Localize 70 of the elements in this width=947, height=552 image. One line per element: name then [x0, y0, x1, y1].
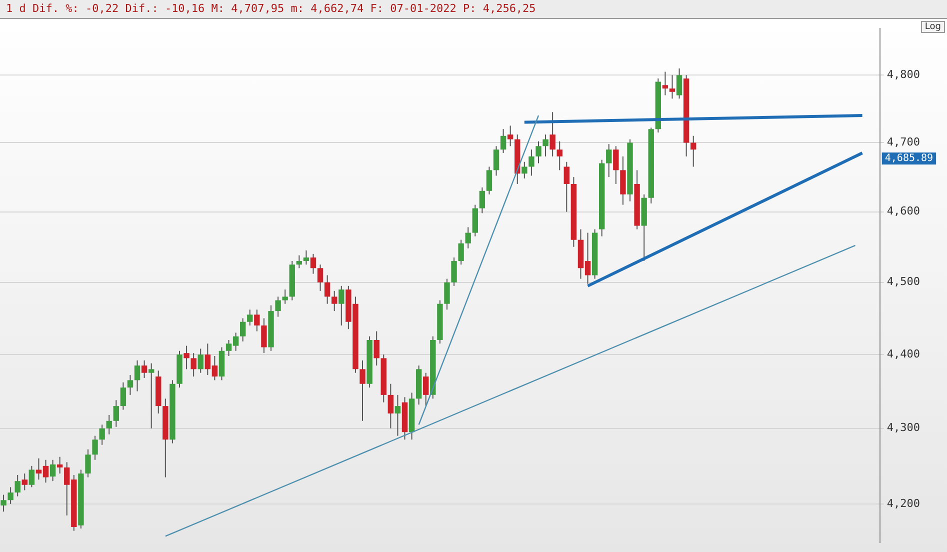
candlestick: [613, 146, 619, 184]
candlestick: [99, 424, 105, 446]
candlestick: [465, 226, 471, 249]
candlestick: [550, 112, 556, 157]
candlestick: [690, 135, 696, 168]
candlestick: [500, 128, 506, 154]
y-tick-label: 4,800: [886, 68, 920, 81]
candlestick: [282, 289, 288, 304]
candlestick: [676, 68, 682, 100]
candlestick: [261, 318, 267, 354]
candlestick: [56, 456, 63, 474]
text: 4,685.89: [884, 153, 934, 164]
candlestick: [184, 345, 190, 370]
candlestick: [536, 140, 542, 164]
candlestick: [564, 161, 570, 212]
candlestick: [310, 253, 316, 274]
candlestick: [458, 239, 464, 266]
candlestick: [22, 472, 28, 491]
candlestick: [120, 382, 126, 410]
chart-title: 1 d Dif. %: -0,22 Dif.: -10,16 M: 4,707,95 m: 4,662,74 F: 07-01-2022 P: 4,256,25: [0, 0, 947, 19]
candlestick: [394, 394, 401, 436]
y-tick-label: 4,400: [886, 347, 920, 360]
candlestick: [338, 285, 344, 326]
candlestick: [317, 264, 324, 292]
candlestick: [486, 166, 492, 195]
candlestick: [493, 146, 500, 176]
candlestick: [198, 348, 204, 374]
candlestick: [113, 400, 119, 428]
candlestick: [0, 494, 6, 512]
candlestick: [606, 144, 612, 178]
candlestick: [388, 383, 394, 429]
candlestick: [423, 372, 429, 407]
candlestick: [254, 309, 260, 332]
y-tick-label: 4,500: [886, 275, 920, 288]
candlestick: [528, 149, 534, 176]
candlestick: [451, 256, 457, 286]
candlestick: [85, 448, 91, 478]
candlestick: [148, 362, 154, 429]
y-tick-label: 4,600: [886, 204, 920, 218]
text: Log: [920, 21, 945, 33]
y-tick-label: 4,200: [886, 496, 920, 510]
candlestick: [296, 254, 302, 269]
candlestick: [247, 309, 253, 326]
candlestick: [507, 125, 514, 147]
candlestick: [444, 278, 450, 310]
candlestick: [134, 360, 140, 392]
candlestick: [374, 330, 380, 366]
candlestick: [190, 352, 196, 378]
candlestick: [556, 140, 562, 171]
candlestick: [479, 186, 486, 214]
candlestick: [360, 360, 366, 422]
candlestick: [542, 134, 548, 157]
y-tick-label: 4,300: [886, 421, 920, 434]
y-tick-label: 4,700: [886, 136, 920, 149]
candlestick: [8, 486, 14, 504]
candlestick: [332, 290, 338, 312]
candlestick: [106, 414, 112, 435]
candlestick: [522, 161, 528, 179]
candlestick: [14, 474, 20, 497]
candlestick: [141, 360, 148, 378]
candlestick: [303, 250, 310, 266]
candlestick: [669, 74, 676, 100]
candlestick: [127, 374, 134, 396]
candlestick: [50, 459, 56, 482]
candlestick: [662, 71, 668, 96]
candlestick: [275, 296, 281, 318]
candlestick: [240, 318, 246, 342]
candlestick: [92, 435, 98, 460]
candlestick: [28, 465, 35, 488]
candlestick: [324, 274, 330, 304]
